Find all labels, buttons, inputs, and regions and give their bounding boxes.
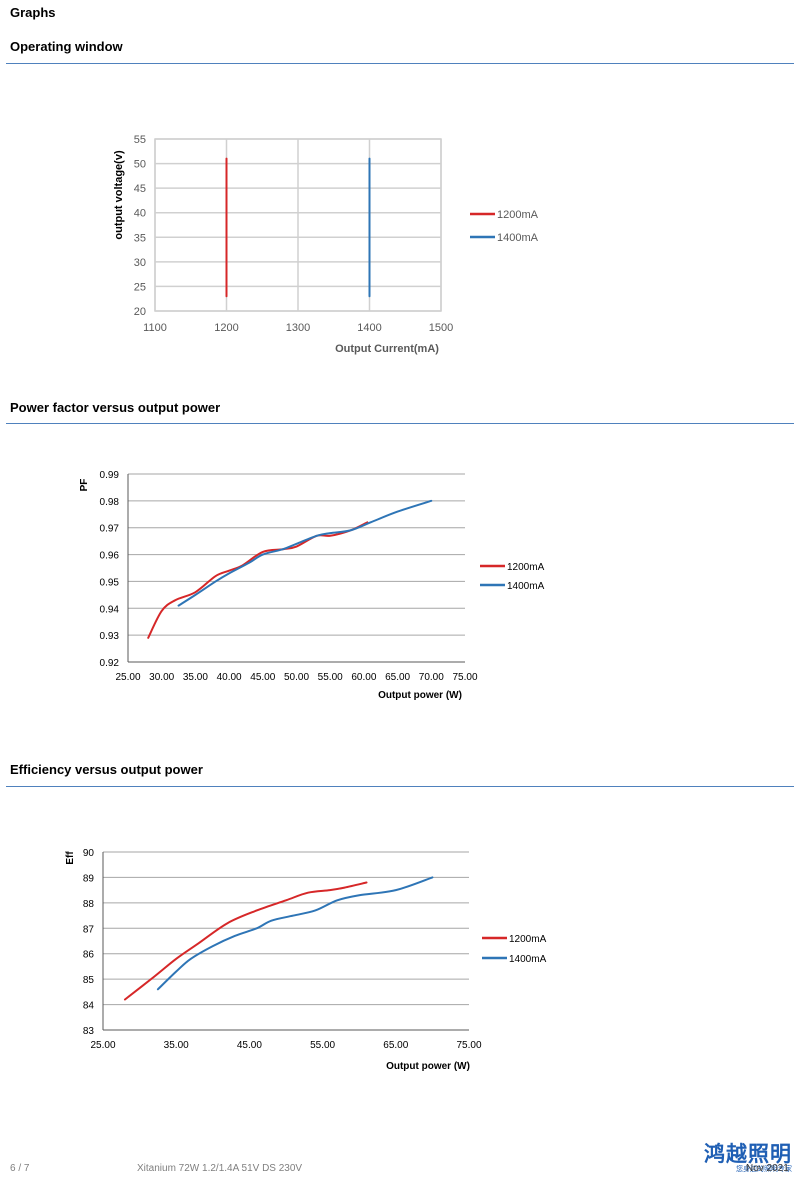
x-tick-label: 55.00 <box>310 1040 335 1051</box>
logo-text: 鸿越照明 <box>704 1142 792 1166</box>
series-line-1400mA <box>156 876 434 991</box>
y-tick-label: 87 <box>83 924 95 935</box>
y-tick-label: 0.94 <box>100 604 120 615</box>
y-axis-title: PF <box>79 479 90 492</box>
power-factor-heading: Power factor versus output power <box>10 400 221 415</box>
x-tick-label: 70.00 <box>419 672 444 683</box>
footer-date: Nov 2021 <box>746 1163 789 1174</box>
y-tick-label: 0.93 <box>100 631 120 642</box>
y-axis-title: output voltage(v) <box>113 150 125 240</box>
y-tick-label: 55 <box>134 134 146 146</box>
y-tick-label: 0.96 <box>100 551 120 562</box>
y-tick-label: 50 <box>134 159 146 171</box>
x-tick-label: 45.00 <box>250 672 275 683</box>
legend-label: 1200mA <box>509 934 547 945</box>
x-tick-label: 35.00 <box>183 672 208 683</box>
x-tick-label: 1200 <box>214 322 238 334</box>
y-tick-label: 45 <box>134 183 146 195</box>
section-divider <box>6 63 794 64</box>
y-tick-label: 0.99 <box>100 470 120 481</box>
x-axis-title: Output Current(mA) <box>335 343 439 355</box>
series-line-1400mA <box>177 499 433 607</box>
y-tick-label: 25 <box>134 281 146 293</box>
x-tick-label: 1100 <box>143 322 167 334</box>
legend-label: 1200mA <box>507 562 545 573</box>
x-tick-label: 75.00 <box>452 672 477 683</box>
brand-logo: 鸿越照明 您身边的照明专家 <box>704 1143 792 1173</box>
series-line-1200mA <box>123 881 368 1001</box>
x-tick-label: 40.00 <box>217 672 242 683</box>
x-tick-label: 45.00 <box>237 1040 262 1051</box>
legend-label: 1400mA <box>497 232 539 244</box>
operating-window-chart: 20 25 30 35 40 45 50 55 1100 1200 1300 1400 1500 1200… <box>113 134 539 355</box>
x-axis-title: Output power (W) <box>378 690 462 701</box>
legend-label: 1400mA <box>509 954 547 965</box>
y-tick-label: 30 <box>134 257 146 269</box>
y-tick-label: 35 <box>134 232 146 244</box>
footer-product-name: Xitanium 72W 1.2/1.4A 51V DS 230V <box>137 1163 303 1174</box>
x-tick-label: 65.00 <box>383 1040 408 1051</box>
x-tick-label: 1400 <box>357 322 381 334</box>
x-tick-label: 1500 <box>429 322 453 334</box>
y-tick-label: 0.98 <box>100 497 120 508</box>
efficiency-heading: Efficiency versus output power <box>10 762 203 777</box>
y-axis-title: Eff <box>65 851 76 865</box>
power-factor-chart: 0.92 0.93 0.94 0.95 0.96 0.97 0.98 0.99 25.00 30.… <box>79 470 545 701</box>
x-axis-title: Output power (W) <box>386 1061 470 1072</box>
y-tick-label: 84 <box>83 1001 95 1012</box>
section-divider <box>6 786 794 787</box>
x-tick-label: 25.00 <box>90 1040 115 1051</box>
legend-label: 1400mA <box>507 581 545 592</box>
y-tick-label: 0.97 <box>100 524 120 535</box>
efficiency-chart: 83 84 85 86 87 88 89 90 25.00 35.00 45.00 55.00 65.0… <box>65 848 547 1072</box>
x-tick-label: 30.00 <box>149 672 174 683</box>
page-section-title: Graphs <box>10 5 56 20</box>
x-tick-label: 35.00 <box>164 1040 189 1051</box>
operating-window-heading: Operating window <box>10 39 123 54</box>
y-tick-label: 89 <box>83 873 95 884</box>
y-tick-label: 0.95 <box>100 577 120 588</box>
x-tick-label: 50.00 <box>284 672 309 683</box>
plot-frame <box>154 138 442 312</box>
x-tick-label: 55.00 <box>318 672 343 683</box>
x-tick-label: 25.00 <box>115 672 140 683</box>
x-tick-label: 1300 <box>286 322 310 334</box>
y-tick-label: 85 <box>83 975 95 986</box>
logo-subtext: 您身边的照明专家 <box>736 1165 792 1173</box>
legend-label: 1200mA <box>497 209 539 221</box>
y-tick-label: 90 <box>83 848 95 859</box>
series-line-1200mA <box>147 521 369 639</box>
y-tick-label: 20 <box>134 306 146 318</box>
section-divider <box>6 423 794 424</box>
x-tick-label: 75.00 <box>456 1040 481 1051</box>
y-tick-label: 40 <box>134 208 146 220</box>
y-tick-label: 0.92 <box>100 658 120 669</box>
y-tick-label: 86 <box>83 950 95 961</box>
y-tick-label: 83 <box>83 1026 95 1037</box>
footer-page-number: 6 / 7 <box>10 1163 30 1174</box>
y-tick-label: 88 <box>83 899 95 910</box>
x-tick-label: 60.00 <box>351 672 376 683</box>
x-tick-label: 65.00 <box>385 672 410 683</box>
